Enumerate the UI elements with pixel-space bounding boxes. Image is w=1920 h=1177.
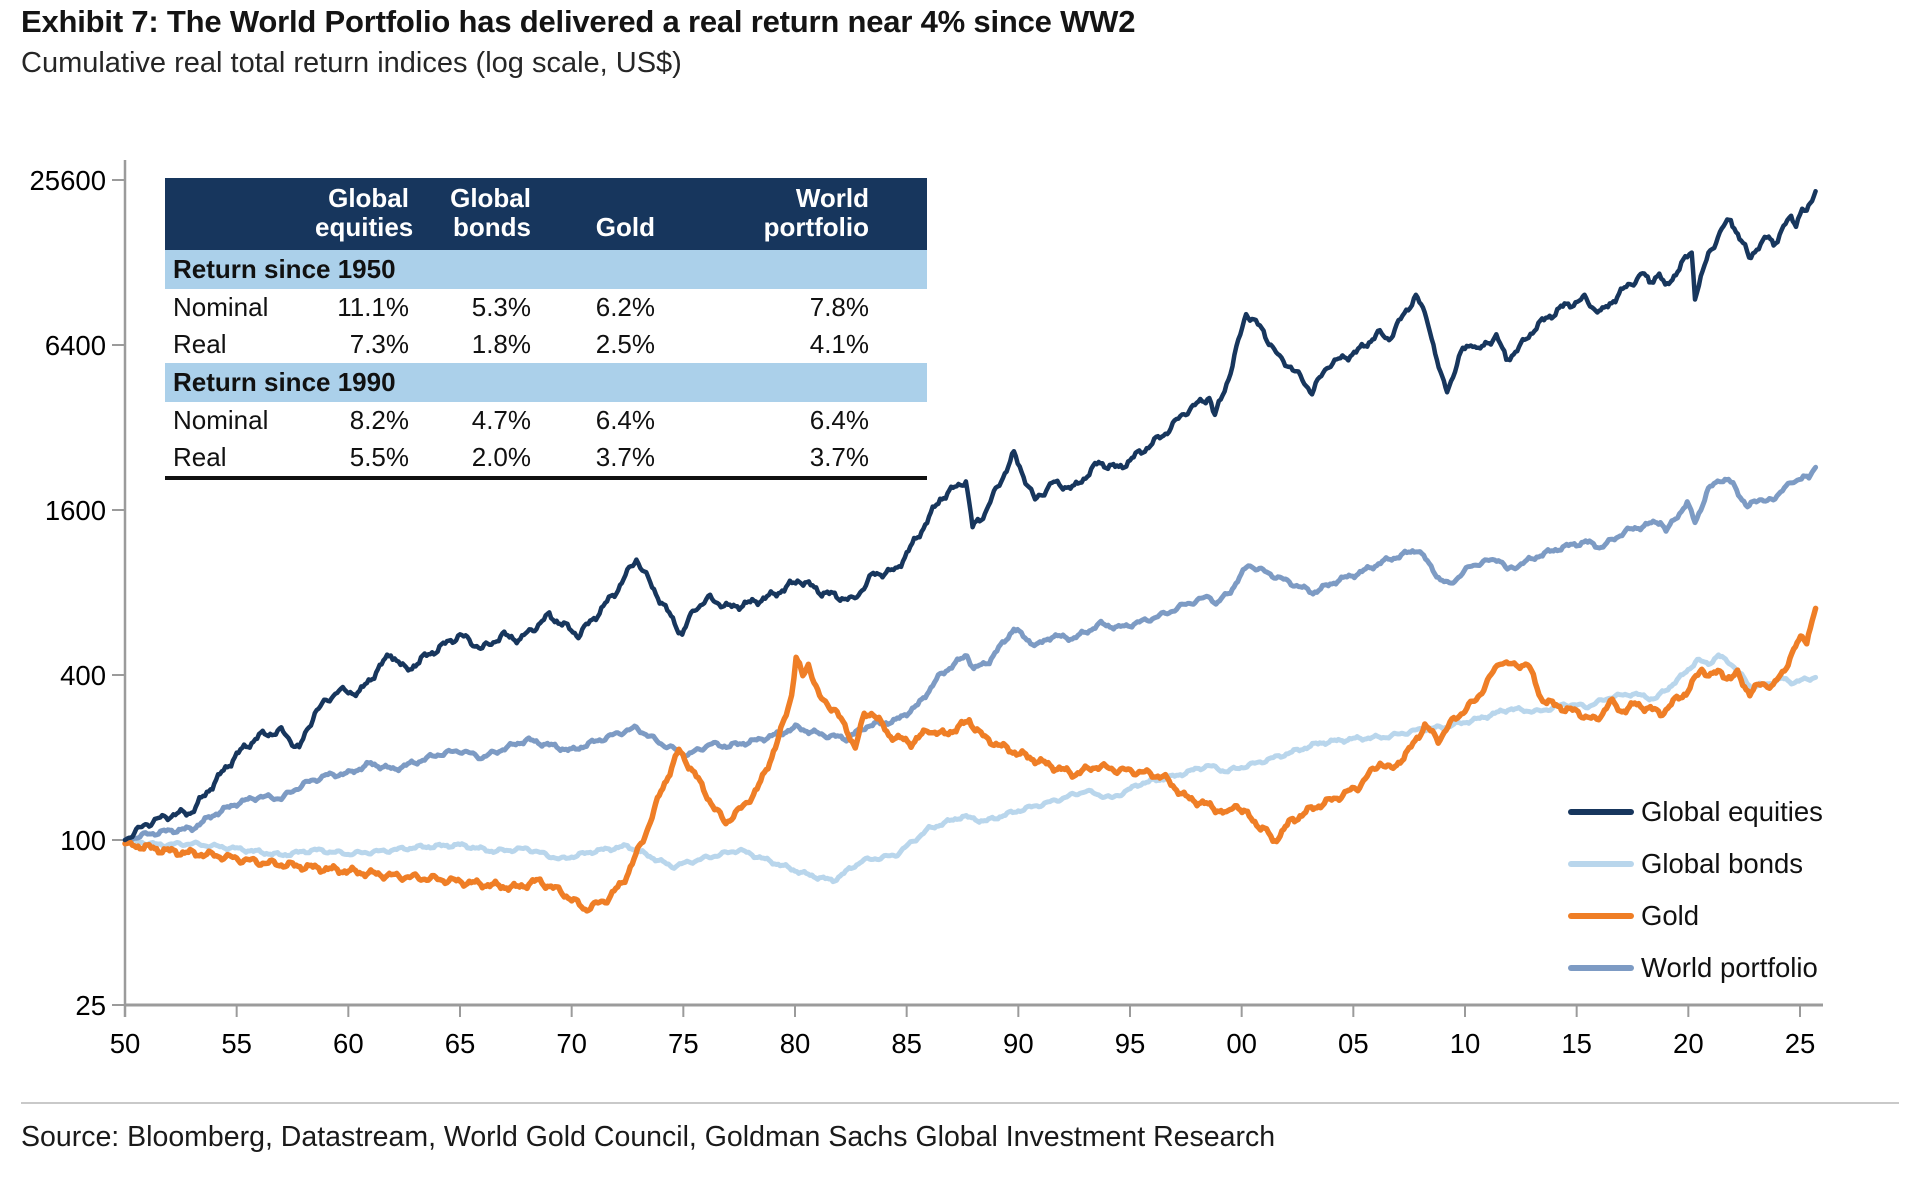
y-axis-label: 6400 bbox=[45, 330, 106, 361]
x-axis-label: 15 bbox=[1561, 1028, 1592, 1059]
table-data-cell: 1.8% bbox=[427, 326, 549, 364]
x-axis-label: 95 bbox=[1115, 1028, 1146, 1059]
x-axis-label: 10 bbox=[1450, 1028, 1481, 1059]
table-section-row: Return since 1990 bbox=[165, 363, 927, 403]
page-subtitle: Cumulative real total return indices (lo… bbox=[21, 47, 682, 79]
table-data-cell: 6.2% bbox=[549, 289, 673, 327]
x-axis-label: 55 bbox=[221, 1028, 252, 1059]
table-data-cell: 4.7% bbox=[427, 402, 549, 440]
table-col-header: World portfolio bbox=[673, 178, 927, 251]
legend-line-swatch-icon bbox=[1568, 861, 1634, 867]
x-axis-label: 05 bbox=[1338, 1028, 1369, 1059]
legend-item: Global equities bbox=[1568, 786, 1823, 838]
x-axis-label: 50 bbox=[110, 1028, 141, 1059]
table-data-cell: 2.0% bbox=[427, 439, 549, 479]
returns-table-grid: Global equities Global bonds Gold World por… bbox=[165, 178, 927, 481]
table-row: Nominal 11.1% 5.3% 6.2% 7.8% bbox=[165, 289, 927, 327]
x-axis-label: 80 bbox=[780, 1028, 811, 1059]
legend-label: Global bonds bbox=[1641, 848, 1804, 879]
table-row-label: Real bbox=[165, 439, 315, 479]
legend-label: World portfolio bbox=[1641, 952, 1818, 983]
table-row-label: Real bbox=[165, 326, 315, 364]
table-section-row: Return since 1950 bbox=[165, 250, 927, 290]
x-axis-label: 85 bbox=[891, 1028, 922, 1059]
footer-divider bbox=[21, 1102, 1899, 1104]
x-axis-label: 70 bbox=[556, 1028, 587, 1059]
legend-item: Gold bbox=[1568, 890, 1823, 942]
table-col-header: Global equities bbox=[315, 178, 427, 251]
table-data-cell: 7.3% bbox=[315, 326, 427, 364]
legend-line-swatch-icon bbox=[1568, 965, 1634, 971]
series-line-global-equities bbox=[122, 188, 1818, 843]
legend-item: Global bonds bbox=[1568, 838, 1823, 890]
table-section-label: Return since 1990 bbox=[165, 363, 927, 403]
table-data-cell: 8.2% bbox=[315, 402, 427, 440]
table-col-header: Gold bbox=[549, 178, 673, 251]
x-axis-label: 00 bbox=[1226, 1028, 1257, 1059]
table-data-cell: 6.4% bbox=[549, 402, 673, 440]
series-line-world-portfolio bbox=[122, 464, 1819, 843]
series-line-gold bbox=[122, 605, 1819, 914]
table-row-label: Nominal bbox=[165, 289, 315, 327]
table-data-cell: 5.5% bbox=[315, 439, 427, 479]
y-axis-label: 25 bbox=[75, 990, 106, 1021]
table-corner-cell bbox=[165, 178, 315, 251]
chart-legend: Global equities Global bonds Gold World por… bbox=[1568, 786, 1823, 994]
x-axis-label: 60 bbox=[333, 1028, 364, 1059]
x-axis-label: 75 bbox=[668, 1028, 699, 1059]
table-data-cell: 3.7% bbox=[673, 439, 927, 479]
legend-item: World portfolio bbox=[1568, 942, 1823, 994]
table-row-label: Nominal bbox=[165, 402, 315, 440]
page-title: Exhibit 7: The World Portfolio has deliv… bbox=[21, 4, 1136, 39]
y-axis-label: 100 bbox=[60, 825, 106, 856]
legend-line-swatch-icon bbox=[1568, 809, 1634, 815]
table-data-cell: 3.7% bbox=[549, 439, 673, 479]
table-header-row: Global equities Global bonds Gold World por… bbox=[165, 178, 927, 251]
table-data-cell: 2.5% bbox=[549, 326, 673, 364]
legend-label: Gold bbox=[1641, 900, 1700, 931]
table-data-cell: 11.1% bbox=[315, 289, 427, 327]
legend-line-swatch-icon bbox=[1568, 913, 1634, 919]
y-axis-label: 1600 bbox=[45, 495, 106, 526]
table-data-cell: 6.4% bbox=[673, 402, 927, 440]
table-data-cell: 5.3% bbox=[427, 289, 549, 327]
table-row: Real 7.3% 1.8% 2.5% 4.1% bbox=[165, 326, 927, 364]
source-text: Source: Bloomberg, Datastream, World Gol… bbox=[21, 1121, 1276, 1153]
x-axis-label: 90 bbox=[1003, 1028, 1034, 1059]
y-axis-label: 400 bbox=[60, 660, 106, 691]
x-axis-label: 65 bbox=[445, 1028, 476, 1059]
legend-label: Global equities bbox=[1641, 796, 1823, 827]
x-axis-label: 20 bbox=[1673, 1028, 1704, 1059]
x-axis-label: 25 bbox=[1785, 1028, 1816, 1059]
y-axis-label: 25600 bbox=[30, 165, 106, 196]
returns-table: Global equities Global bonds Gold World por… bbox=[165, 178, 927, 481]
table-row: Real 5.5% 2.0% 3.7% 3.7% bbox=[165, 439, 927, 479]
table-data-cell: 4.1% bbox=[673, 326, 927, 364]
table-section-label: Return since 1950 bbox=[165, 250, 927, 290]
table-col-header: Global bonds bbox=[427, 178, 549, 251]
table-data-cell: 7.8% bbox=[673, 289, 927, 327]
series-line-global-bonds bbox=[122, 652, 1819, 885]
table-row: Nominal 8.2% 4.7% 6.4% 6.4% bbox=[165, 402, 927, 440]
